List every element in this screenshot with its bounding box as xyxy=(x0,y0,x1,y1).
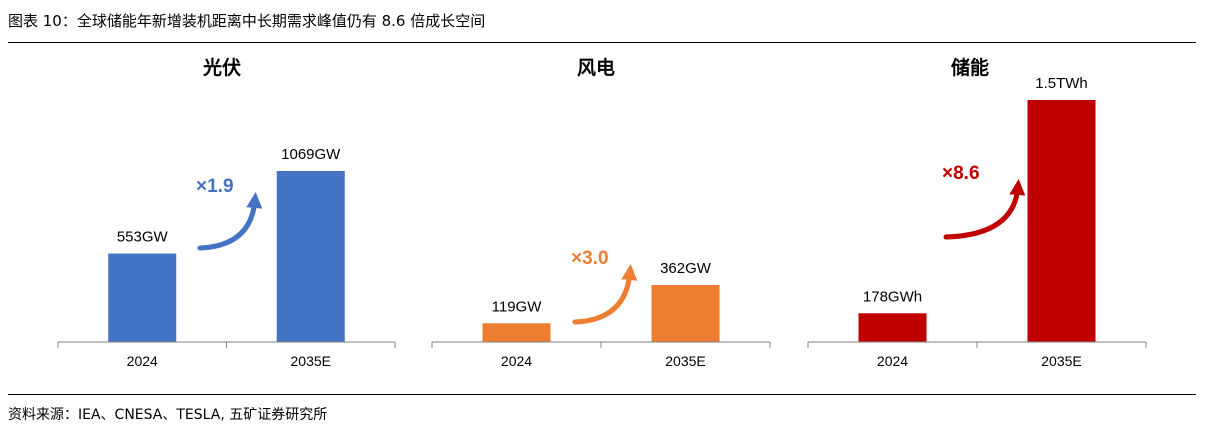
bar-2024 xyxy=(858,313,927,342)
category-label: 2024 xyxy=(127,353,158,369)
bar-2035E xyxy=(276,171,345,342)
figure-source: 资料来源：IEA、CNESA、TESLA, 五矿证券研究所 xyxy=(8,407,328,423)
data-label: 553GW xyxy=(117,229,169,246)
growth-arrow xyxy=(943,179,1026,240)
category-label: 2035E xyxy=(1041,353,1081,369)
growth-arrow xyxy=(197,192,263,251)
growth-arrow xyxy=(572,264,638,325)
category-label: 2024 xyxy=(877,353,908,369)
top-rule xyxy=(8,42,1196,43)
bar-2035E xyxy=(651,285,720,342)
category-label: 2035E xyxy=(665,353,705,369)
growth-multiplier-label: ×3.0 xyxy=(571,248,609,269)
data-label: 1.5TWh xyxy=(1035,75,1088,92)
bar-2035E xyxy=(1027,100,1096,342)
data-label: 1069GW xyxy=(281,146,341,163)
figure-title: 图表 10：全球储能年新增装机距离中长期需求峰值仍有 8.6 倍成长空间 xyxy=(8,12,486,30)
data-label: 178GWh xyxy=(863,288,922,305)
bar-2024 xyxy=(108,253,177,342)
data-label: 362GW xyxy=(660,260,712,277)
category-label: 2024 xyxy=(501,353,532,369)
chart-title: 储能 xyxy=(951,56,989,79)
growth-multiplier-label: ×1.9 xyxy=(196,176,234,197)
chart-title: 风电 xyxy=(577,56,615,79)
chart-title: 光伏 xyxy=(202,56,241,79)
growth-multiplier-label: ×8.6 xyxy=(942,163,980,184)
category-label: 2035E xyxy=(291,353,331,369)
data-label: 119GW xyxy=(492,298,543,315)
bottom-rule xyxy=(8,394,1196,395)
bar-2024 xyxy=(482,323,551,342)
